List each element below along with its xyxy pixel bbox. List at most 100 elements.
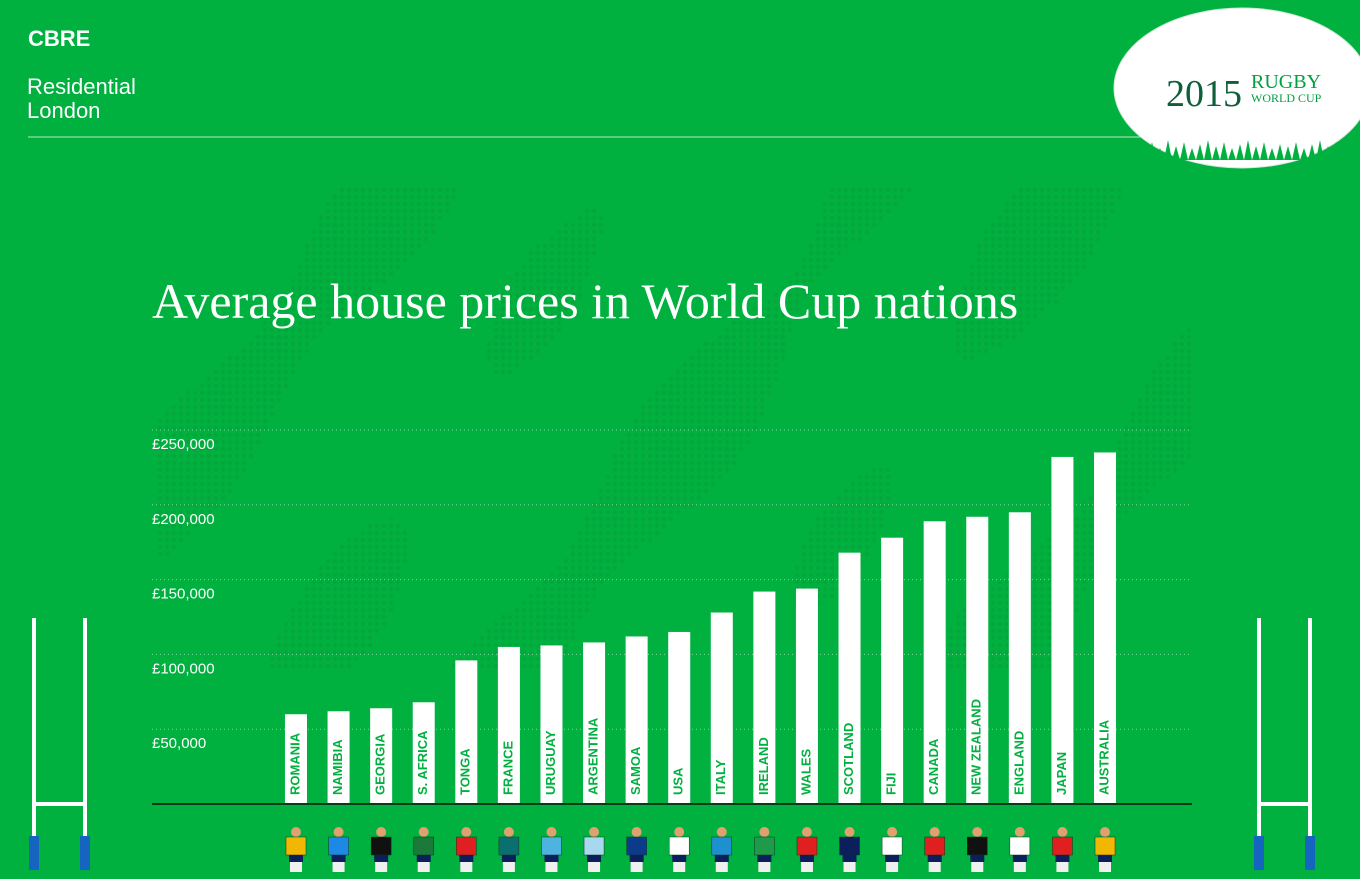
- map-dot: [661, 397, 667, 403]
- map-dot: [276, 663, 282, 669]
- map-dot: [1088, 551, 1094, 557]
- map-dot: [360, 607, 366, 613]
- map-dot: [689, 446, 695, 452]
- map-dot: [332, 250, 338, 256]
- map-dot: [857, 481, 863, 487]
- map-dot: [171, 460, 177, 466]
- map-dot: [367, 572, 373, 578]
- map-dot: [724, 355, 730, 361]
- map-dot: [808, 537, 814, 543]
- map-dot: [773, 327, 779, 333]
- map-dot: [276, 320, 282, 326]
- map-dot: [535, 278, 541, 284]
- map-dot: [332, 558, 338, 564]
- map-dot: [521, 278, 527, 284]
- map-dot: [227, 355, 233, 361]
- bar: [838, 552, 861, 804]
- map-dot: [1046, 208, 1052, 214]
- map-dot: [703, 369, 709, 375]
- map-dot: [171, 453, 177, 459]
- map-dot: [703, 432, 709, 438]
- map-dot: [346, 628, 352, 634]
- map-dot: [647, 460, 653, 466]
- map-dot: [556, 313, 562, 319]
- map-dot: [829, 236, 835, 242]
- map-dot: [528, 285, 534, 291]
- map-dot: [990, 607, 996, 613]
- map-dot: [598, 544, 604, 550]
- map-dot: [745, 362, 751, 368]
- map-dot: [766, 334, 772, 340]
- map-dot: [577, 544, 583, 550]
- map-dot: [689, 397, 695, 403]
- map-dot: [549, 285, 555, 291]
- map-dot: [668, 474, 674, 480]
- map-dot: [374, 215, 380, 221]
- map-dot: [500, 614, 506, 620]
- map-dot: [542, 257, 548, 263]
- map-dot: [1179, 397, 1185, 403]
- map-dot: [220, 397, 226, 403]
- map-dot: [577, 271, 583, 277]
- map-dot: [1053, 208, 1059, 214]
- map-dot: [241, 376, 247, 382]
- map-dot: [276, 656, 282, 662]
- map-dot: [661, 439, 667, 445]
- category-label: JAPAN: [1054, 752, 1069, 795]
- map-dot: [157, 474, 163, 480]
- map-dot: [311, 243, 317, 249]
- map-dot: [1039, 271, 1045, 277]
- map-dot: [283, 642, 289, 648]
- map-dot: [1039, 579, 1045, 585]
- map-dot: [339, 607, 345, 613]
- map-dot: [332, 642, 338, 648]
- map-dot: [675, 425, 681, 431]
- map-dot: [1123, 488, 1129, 494]
- map-dot: [1004, 250, 1010, 256]
- player-shorts: [970, 855, 985, 862]
- map-dot: [990, 593, 996, 599]
- map-dot: [1046, 285, 1052, 291]
- map-dot: [990, 257, 996, 263]
- map-dot: [843, 229, 849, 235]
- map-dot: [619, 467, 625, 473]
- map-dot: [164, 551, 170, 557]
- map-dot: [983, 292, 989, 298]
- map-dot: [962, 334, 968, 340]
- map-dot: [304, 642, 310, 648]
- map-dot: [899, 194, 905, 200]
- map-dot: [647, 467, 653, 473]
- map-dot: [1060, 285, 1066, 291]
- map-dot: [325, 271, 331, 277]
- map-dot: [1004, 642, 1010, 648]
- map-dot: [500, 320, 506, 326]
- map-dot: [955, 635, 961, 641]
- map-dot: [577, 600, 583, 606]
- map-dot: [325, 257, 331, 263]
- map-dot: [990, 334, 996, 340]
- map-dot: [241, 418, 247, 424]
- map-dot: [710, 418, 716, 424]
- map-dot: [332, 243, 338, 249]
- map-dot: [283, 320, 289, 326]
- map-dot: [563, 600, 569, 606]
- map-dot: [339, 208, 345, 214]
- map-dot: [1144, 390, 1150, 396]
- map-dot: [178, 523, 184, 529]
- map-dot: [829, 530, 835, 536]
- map-dot: [962, 663, 968, 669]
- map-dot: [444, 194, 450, 200]
- map-dot: [696, 495, 702, 501]
- map-dot: [374, 600, 380, 606]
- map-dot: [696, 404, 702, 410]
- map-dot: [836, 208, 842, 214]
- map-dot: [822, 579, 828, 585]
- map-dot: [668, 509, 674, 515]
- map-dot: [738, 341, 744, 347]
- map-dot: [1095, 236, 1101, 242]
- map-dot: [332, 313, 338, 319]
- map-dot: [563, 285, 569, 291]
- map-dot: [1158, 453, 1164, 459]
- map-dot: [248, 453, 254, 459]
- map-dot: [661, 481, 667, 487]
